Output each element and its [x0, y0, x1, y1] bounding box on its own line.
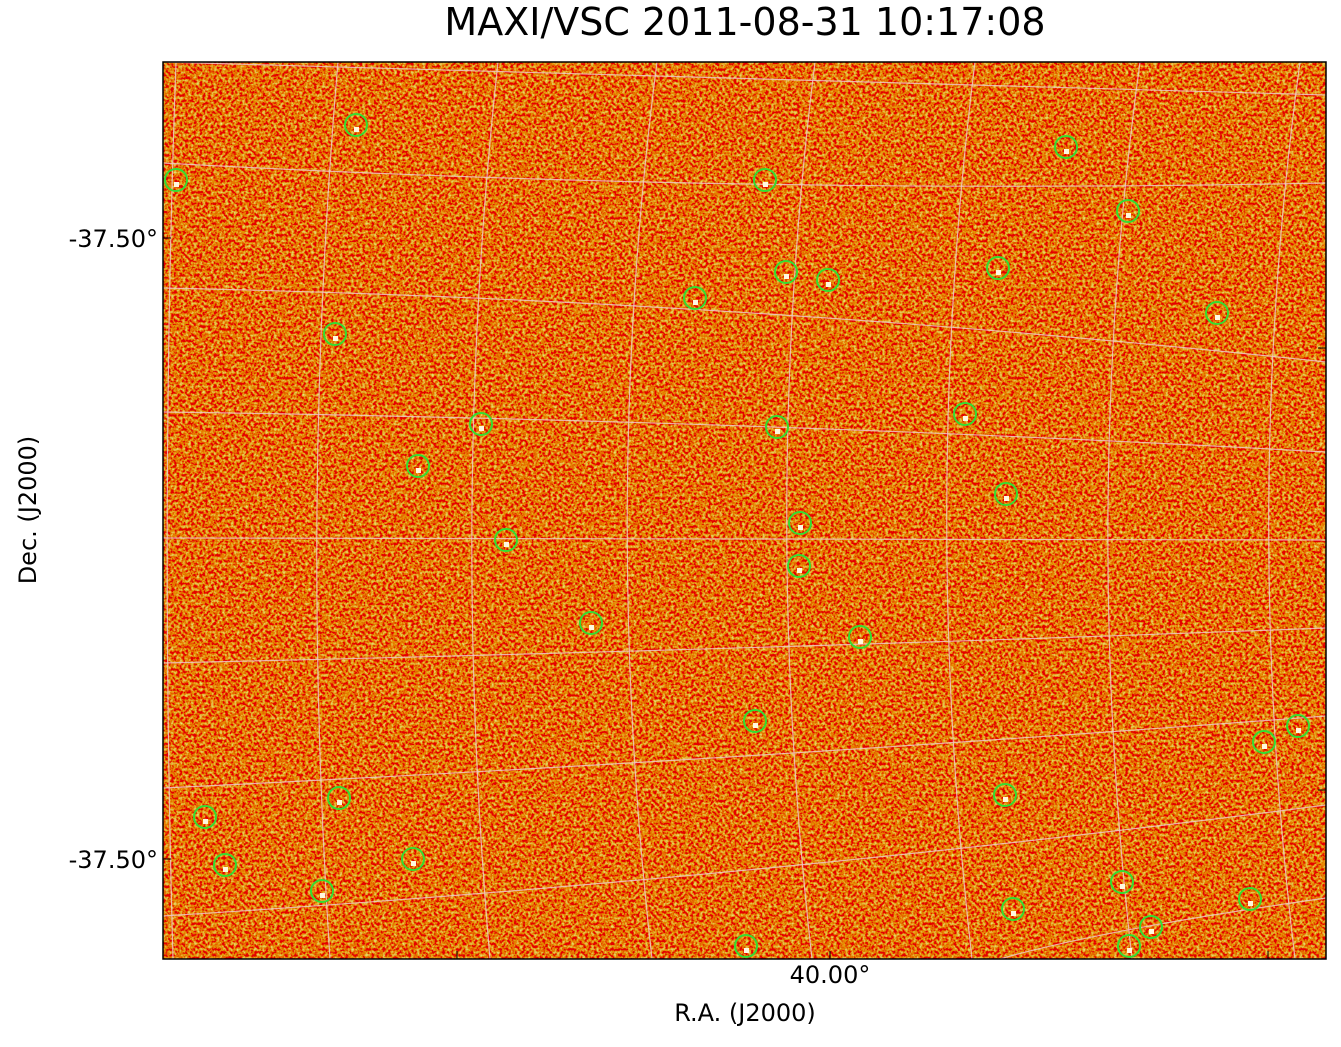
- bright-spot: [693, 300, 698, 305]
- x-tick-label: 40.00°: [790, 961, 871, 989]
- bright-spot: [1127, 948, 1132, 953]
- bright-spot: [744, 948, 749, 953]
- source-circle: [1252, 730, 1276, 754]
- source-circle: [494, 528, 518, 552]
- bright-spot: [1120, 884, 1125, 889]
- bright-spot: [1126, 213, 1131, 218]
- bright-spot: [798, 525, 803, 530]
- source-circle: [986, 256, 1010, 280]
- source-circle: [734, 934, 758, 958]
- source-circle: [993, 783, 1017, 807]
- bright-spot: [1011, 911, 1016, 916]
- bright-spot: [203, 819, 208, 824]
- bright-spot: [797, 568, 802, 573]
- bright-spot: [763, 182, 768, 187]
- source-circle: [344, 113, 368, 137]
- bright-spot: [337, 800, 342, 805]
- bright-spot: [826, 282, 831, 287]
- source-circle: [1205, 301, 1229, 325]
- source-circle: [1286, 714, 1310, 738]
- bright-spot: [416, 468, 421, 473]
- bright-spot: [1296, 728, 1301, 733]
- source-circle: [787, 554, 811, 578]
- bright-spot: [333, 336, 338, 341]
- bright-spot: [858, 639, 863, 644]
- source-circle: [848, 625, 872, 649]
- bright-spot: [174, 182, 179, 187]
- source-circle: [406, 454, 430, 478]
- bright-spot: [1248, 901, 1253, 906]
- x-axis-label: R.A. (J2000): [674, 999, 816, 1027]
- source-circle: [788, 511, 812, 535]
- source-circle: [193, 805, 217, 829]
- source-circle: [753, 168, 777, 192]
- bright-spot: [589, 625, 594, 630]
- chart-title: MAXI/VSC 2011-08-31 10:17:08: [444, 0, 1045, 44]
- y-tick-label: -37.50°: [69, 225, 158, 253]
- source-circle: [213, 853, 237, 877]
- source-circle: [327, 786, 351, 810]
- source-circle: [1139, 915, 1163, 939]
- tick-marks: [163, 237, 1326, 959]
- bright-spot: [784, 274, 789, 279]
- bright-spot: [354, 127, 359, 132]
- bright-spot: [1004, 496, 1009, 501]
- source-circle: [579, 611, 603, 635]
- source-circle: [164, 168, 188, 192]
- bright-spot: [963, 416, 968, 421]
- source-circle: [469, 412, 493, 436]
- source-circle: [994, 482, 1018, 506]
- source-circle: [683, 286, 707, 310]
- source-circle: [1001, 897, 1025, 921]
- bright-spot: [775, 429, 780, 434]
- y-axis-label: Dec. (J2000): [14, 436, 42, 585]
- bright-spot: [1064, 149, 1069, 154]
- source-circle: [953, 402, 977, 426]
- source-circle: [323, 322, 347, 346]
- source-circle: [1110, 870, 1134, 894]
- source-markers: [164, 113, 1310, 958]
- image-noise: [163, 62, 1326, 959]
- plot-frame: [162, 61, 1327, 960]
- source-circle: [1238, 887, 1262, 911]
- source-circle: [1116, 199, 1140, 223]
- bright-spot: [1215, 315, 1220, 320]
- coordinate-grid: [162, 61, 1327, 960]
- bright-spot: [411, 861, 416, 866]
- source-circle: [1054, 135, 1078, 159]
- source-circle: [743, 709, 767, 733]
- y-tick-label: -37.50°: [69, 846, 158, 874]
- source-circle: [774, 260, 798, 284]
- bright-spot: [753, 723, 758, 728]
- bright-spot: [1149, 929, 1154, 934]
- bright-spot: [479, 426, 484, 431]
- source-circle: [816, 268, 840, 292]
- bright-spot: [504, 542, 509, 547]
- source-circle: [765, 415, 789, 439]
- bright-spot: [320, 893, 325, 898]
- bright-spot: [1262, 744, 1267, 749]
- source-circle: [1117, 934, 1141, 958]
- source-circle: [310, 879, 334, 903]
- bright-spot: [1003, 797, 1008, 802]
- bright-spot: [996, 270, 1001, 275]
- bright-spot: [223, 867, 228, 872]
- source-circle: [401, 847, 425, 871]
